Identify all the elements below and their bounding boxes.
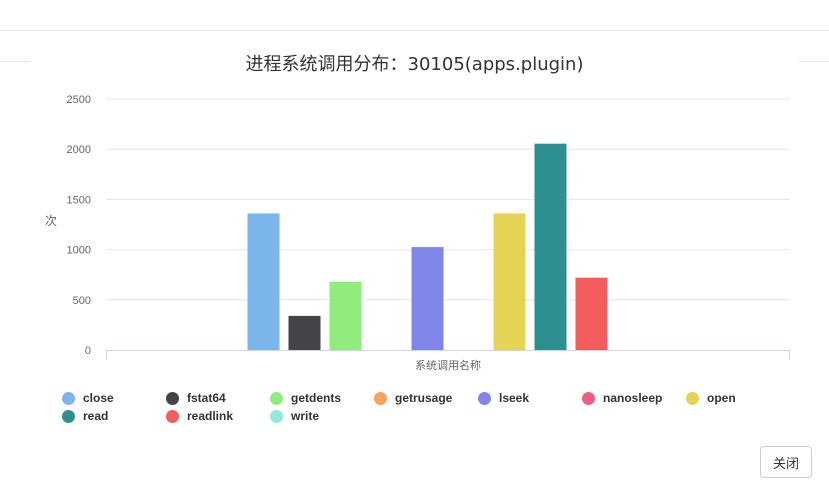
legend-marker-icon — [166, 409, 179, 423]
legend-marker-icon — [478, 391, 491, 405]
legend-label: fstat64 — [187, 391, 226, 405]
chart-grid — [106, 98, 790, 301]
bar-chart: 0 500 1000 1500 2000 2500 系统调用名称 次 — [45, 94, 790, 372]
legend-label: open — [707, 391, 736, 405]
y-tick-label: 2000 — [67, 144, 91, 156]
legend-label: nanosleep — [603, 391, 663, 405]
chart-title-rule-left — [0, 61, 30, 62]
legend-item-getrusage[interactable]: getrusage — [374, 389, 452, 407]
legend-item-getdents[interactable]: getdents — [270, 389, 341, 407]
bar-fstat64 — [288, 315, 321, 350]
legend-item-read[interactable]: read — [62, 407, 108, 425]
y-axis-title: 次 — [45, 214, 57, 228]
chart-title-rule-right — [799, 61, 829, 62]
legend-marker-icon — [686, 391, 699, 405]
legend-item-write[interactable]: write — [270, 407, 319, 425]
legend-marker-icon — [62, 391, 75, 405]
bar-open — [493, 213, 526, 350]
legend-marker-icon — [374, 391, 387, 405]
close-button[interactable]: 关闭 — [760, 446, 812, 478]
y-tick-label: 1500 — [67, 194, 91, 206]
legend-marker-icon — [582, 391, 595, 405]
legend-marker-icon — [270, 409, 283, 423]
legend-label: close — [83, 391, 114, 405]
y-tick-label: 1000 — [67, 245, 91, 257]
chart-bars — [247, 143, 608, 350]
legend-item-close[interactable]: close — [62, 389, 114, 407]
legend-item-lseek[interactable]: lseek — [478, 389, 529, 407]
legend-item-readlink[interactable]: readlink — [166, 407, 233, 425]
dialog-header-divider — [0, 30, 829, 31]
bar-lseek — [411, 247, 444, 350]
bar-readlink — [575, 277, 608, 350]
legend-label: write — [291, 409, 320, 423]
bar-getdents — [329, 281, 362, 350]
y-tick-label: 0 — [85, 345, 91, 357]
legend-label: getrusage — [395, 391, 453, 405]
y-tick-label: 500 — [73, 295, 91, 307]
legend-label: lseek — [499, 391, 530, 405]
legend-item-nanosleep[interactable]: nanosleep — [582, 389, 662, 407]
legend-item-open[interactable]: open — [686, 389, 736, 407]
chart-title: 进程系统调用分布：30105(apps.plugin) — [245, 54, 584, 75]
legend-marker-icon — [62, 409, 75, 423]
legend-item-fstat64[interactable]: fstat64 — [166, 389, 226, 407]
legend-label: read — [83, 409, 109, 423]
legend-label: readlink — [187, 409, 234, 423]
legend-marker-icon — [166, 391, 179, 405]
y-tick-label: 2500 — [67, 94, 91, 106]
chart-axes: 0 500 1000 1500 2000 2500 系统调用名称 次 — [45, 94, 790, 372]
legend-label: getdents — [291, 391, 342, 405]
bar-close — [247, 213, 280, 350]
x-axis-title: 系统调用名称 — [415, 358, 481, 372]
bar-read — [534, 143, 567, 350]
legend-marker-icon — [270, 391, 283, 405]
